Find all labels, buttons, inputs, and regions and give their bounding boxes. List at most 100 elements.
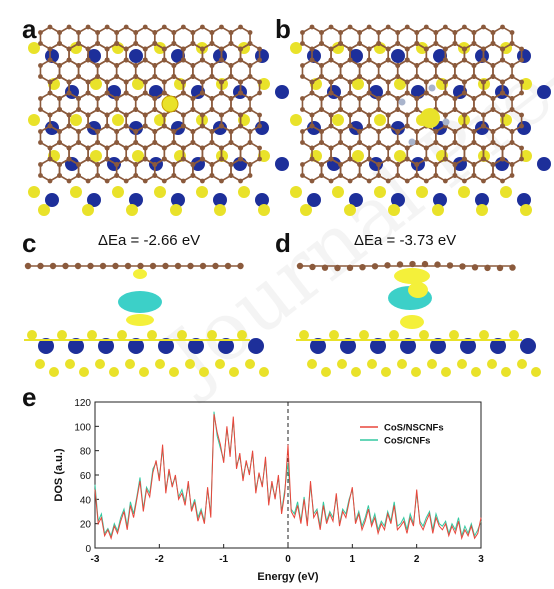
carbon-atom (47, 178, 53, 184)
carbon-atom (209, 129, 215, 134)
carbon-atom (433, 129, 439, 134)
charge-depletion (118, 291, 162, 313)
carbon-atom (414, 74, 420, 79)
cobalt-atom (391, 121, 405, 135)
carbon-atom (114, 96, 120, 101)
carbon-atom (347, 123, 353, 129)
cobalt-atom (370, 338, 386, 354)
carbon-atom (385, 46, 391, 52)
carbon-atom (219, 79, 224, 85)
carbon-atom (161, 90, 167, 96)
sulfur-atom (132, 150, 144, 162)
carbon-atom (404, 46, 410, 52)
carbon-atom (161, 46, 167, 52)
carbon-atom (366, 123, 372, 129)
carbon-atom (238, 145, 243, 151)
carbon-atom (309, 24, 315, 30)
carbon-atom (66, 178, 72, 184)
cobalt-atom (87, 193, 101, 207)
carbon-atom (300, 41, 305, 46)
sulfur-atom (531, 367, 541, 377)
sulfur-atom (27, 330, 37, 340)
carbon-atom (509, 30, 515, 35)
carbon-atom (366, 112, 372, 118)
carbon-atom (404, 123, 410, 129)
carbon-atom (142, 46, 148, 52)
carbon-atom (519, 145, 524, 151)
carbon-atom (395, 41, 401, 46)
carbon-atom (190, 63, 196, 68)
cobalt-atom (128, 338, 144, 354)
x-tick-label: 1 (350, 554, 356, 565)
carbon-atom (76, 63, 81, 68)
adsorbed-sulfur-atom (161, 95, 179, 113)
carbon-atom (219, 46, 224, 52)
sulfur-atom (147, 330, 157, 340)
carbon-atom (104, 90, 110, 96)
carbon-atom (338, 107, 343, 112)
carbon-atom (309, 79, 315, 85)
carbon-atom (219, 57, 224, 63)
carbon-atom (228, 74, 234, 79)
carbon-atom (309, 57, 315, 63)
carbon-atom (395, 173, 401, 178)
carbon-atom (247, 173, 253, 178)
y-tick-label: 20 (80, 520, 92, 531)
adsorption-energy-c: ΔEa = -2.66 eV (98, 232, 201, 249)
carbon-atom (95, 173, 101, 178)
carbon-atom (228, 96, 234, 101)
carbon-atom (219, 112, 224, 118)
carbon-atom (471, 63, 477, 68)
sulfur-atom (125, 359, 135, 369)
carbon-atom (471, 129, 477, 134)
cobalt-atom (453, 85, 467, 99)
sulfur-atom (70, 114, 82, 126)
sulfur-atom (109, 367, 119, 377)
carbon-atom (414, 140, 420, 145)
cobalt-atom (537, 157, 551, 171)
carbon-atom (328, 57, 334, 63)
carbon-atom (423, 57, 429, 63)
carbon-atom (38, 96, 43, 101)
carbon-atom (404, 145, 410, 151)
cobalt-atom (490, 338, 506, 354)
carbon-atom (481, 79, 486, 85)
carbon-atom (85, 79, 91, 85)
carbon-atom (76, 41, 81, 46)
sulfur-atom (28, 42, 40, 54)
sulfur-atom (419, 330, 429, 340)
carbon-atom (414, 96, 420, 101)
carbon-atom (404, 178, 410, 184)
cobalt-atom (517, 193, 531, 207)
carbon-atom (76, 140, 81, 145)
cobalt-atom (255, 193, 269, 207)
carbon-atom (328, 178, 334, 184)
carbon-atom (452, 74, 458, 79)
carbon-atom (57, 74, 62, 79)
carbon-atom (509, 63, 515, 68)
carbon-atom (423, 79, 429, 85)
sulfur-atom (501, 367, 511, 377)
carbon-atom (95, 30, 101, 35)
carbon-atom (123, 24, 129, 30)
carbon-atom (247, 96, 253, 101)
carbon-atom (338, 162, 343, 167)
carbon-atom (38, 63, 43, 68)
sulfur-atom (70, 186, 82, 198)
y-tick-label: 60 (80, 471, 92, 482)
carbon-atom (328, 156, 334, 162)
sulfur-atom (35, 359, 45, 369)
y-tick-label: 120 (74, 398, 91, 409)
sulfur-atom (154, 186, 166, 198)
y-axis-label: DOS (a.u.) (53, 448, 65, 502)
cobalt-atom (460, 338, 476, 354)
sulfur-atom (95, 359, 105, 369)
carbon-atom (114, 30, 120, 35)
sulfur-atom (290, 186, 302, 198)
carbon-atom (300, 96, 305, 101)
structure-side-view-c (24, 262, 269, 377)
carbon-atom (38, 74, 43, 79)
carbon-atom (328, 46, 334, 52)
carbon-atom (85, 46, 91, 52)
carbon-atom (76, 30, 81, 35)
